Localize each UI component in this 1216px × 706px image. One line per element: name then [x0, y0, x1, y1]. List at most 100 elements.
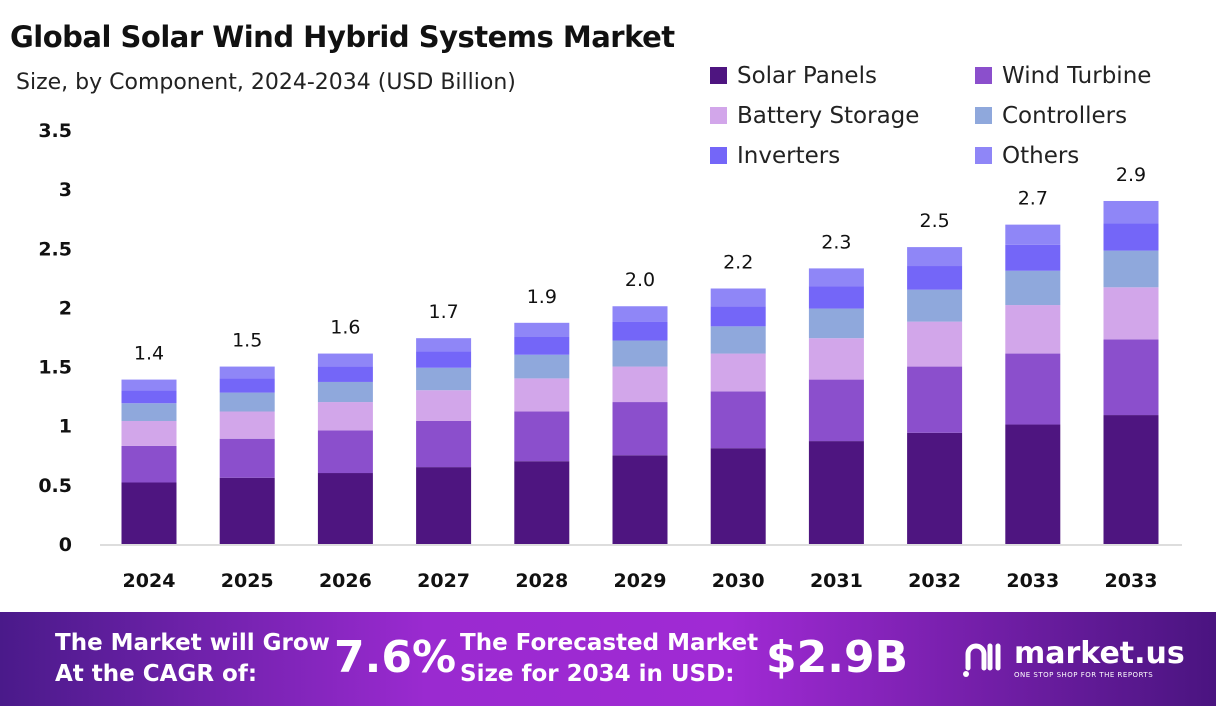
bar-segment — [710, 326, 766, 354]
x-tick-label: 2026 — [319, 570, 372, 592]
x-tick-label: 2033 — [1105, 570, 1158, 592]
bar-segment — [612, 321, 668, 341]
bar-segment — [710, 353, 766, 392]
forecast-label: The Forecasted Market Size for 2034 in U… — [460, 628, 758, 690]
bar-segment — [317, 381, 373, 403]
bar-segment — [1005, 353, 1061, 425]
bar-segment — [121, 403, 177, 421]
chart-area: 0 0.5 1 1.5 2 2.5 3 3.5 1.4 2024 1.5 2025 1.6 2026 1.7… — [38, 120, 1182, 592]
y-tick-label: 3.5 — [38, 120, 72, 142]
bar-segment — [1103, 415, 1159, 544]
brand-logo-icon — [963, 643, 1001, 677]
bar-segment — [612, 306, 668, 322]
bar-segment — [710, 288, 766, 307]
brand-logo: market.us ONE STOP SHOP FOR THE REPORTS — [962, 636, 1185, 679]
bar-segment — [416, 367, 472, 391]
bar-segment — [1005, 305, 1061, 354]
x-tick-label: 2031 — [810, 570, 863, 592]
bar-segment — [710, 306, 766, 327]
bar-segment — [1005, 270, 1061, 306]
legend: Solar Panels Wind Turbine Battery Storage C… — [710, 62, 1210, 169]
legend-label: Inverters — [737, 142, 841, 169]
legend-swatch — [975, 107, 992, 124]
legend-label: Controllers — [1002, 102, 1128, 129]
bar-segment — [514, 411, 570, 462]
legend-item: Controllers — [975, 102, 1210, 129]
y-tick-label: 0.5 — [38, 475, 72, 497]
bar-segment — [219, 411, 275, 439]
bar-segment — [219, 438, 275, 478]
brand-tagline: ONE STOP SHOP FOR THE REPORTS — [1014, 671, 1154, 679]
legend-item: Others — [975, 142, 1210, 169]
bar-segment — [416, 338, 472, 352]
bar-segment — [808, 379, 864, 442]
bar-segment — [612, 455, 668, 544]
chart-subtitle: Size, by Component, 2024-2034 (USD Billi… — [16, 70, 516, 95]
footer-banner: The Market will Grow At the CAGR of: 7.6… — [0, 612, 1216, 706]
y-tick-label: 2 — [59, 297, 72, 319]
bar-total-label: 1.6 — [330, 317, 360, 339]
bar-segment — [1103, 223, 1159, 251]
bar-segment — [317, 430, 373, 474]
bar-segment — [514, 337, 570, 355]
bar-segment — [907, 366, 963, 433]
bar-segment — [121, 379, 177, 391]
bar-segment — [219, 477, 275, 544]
bar-segment — [219, 366, 275, 379]
x-tick-label: 2032 — [908, 570, 961, 592]
bar-segment — [808, 286, 864, 309]
bar-segment — [710, 391, 766, 449]
bar-segment — [1005, 424, 1061, 544]
bar-total-label: 2.5 — [919, 210, 949, 232]
bar-segment — [1103, 339, 1159, 416]
legend-item: Solar Panels — [710, 62, 975, 89]
bar-segment — [612, 366, 668, 403]
bar-segment — [317, 353, 373, 367]
bar-segment — [317, 402, 373, 431]
bar-segment — [416, 351, 472, 368]
y-tick-label: 2.5 — [38, 238, 72, 260]
x-tick-label: 2029 — [614, 570, 667, 592]
legend-item: Battery Storage — [710, 102, 975, 129]
bar-total-label: 1.5 — [232, 330, 262, 352]
legend-label: Battery Storage — [737, 102, 920, 129]
bar-segment — [808, 268, 864, 287]
legend-swatch — [710, 107, 727, 124]
y-tick-label: 1.5 — [38, 357, 72, 379]
bar-segment — [121, 420, 177, 446]
forecast-value: $2.9B — [766, 632, 909, 683]
legend-label: Others — [1002, 142, 1080, 169]
legend-swatch — [710, 147, 727, 164]
bar-segment — [1103, 200, 1159, 224]
legend-item: Inverters — [710, 142, 975, 169]
bar-segment — [907, 432, 963, 544]
x-tick-label: 2033 — [1006, 570, 1059, 592]
forecast-label-line2: Size for 2034 in USD: — [460, 661, 735, 687]
y-tick-label: 3 — [59, 179, 72, 201]
bar-segment — [808, 338, 864, 380]
bar-segment — [612, 402, 668, 456]
bar-segment — [514, 322, 570, 337]
bar-segment — [121, 482, 177, 544]
bar-segment — [907, 321, 963, 367]
bar-segment — [1103, 250, 1159, 288]
brand-name: market.us — [1014, 636, 1185, 671]
legend-swatch — [975, 67, 992, 84]
bar-segment — [416, 390, 472, 421]
legend-label: Wind Turbine — [1002, 62, 1152, 89]
forecast-label-line1: The Forecasted Market — [460, 630, 759, 656]
cagr-label: The Market will Grow At the CAGR of: — [55, 628, 330, 690]
x-tick-label: 2025 — [221, 570, 274, 592]
bar-total-label: 2.2 — [723, 252, 753, 274]
cagr-value: 7.6% — [334, 632, 457, 683]
cagr-label-line2: At the CAGR of: — [55, 661, 258, 687]
x-tick-label: 2024 — [123, 570, 176, 592]
bar-segment — [907, 289, 963, 322]
bar-total-label: 2.3 — [821, 231, 851, 253]
bar-segment — [612, 340, 668, 367]
bar-total-label: 1.7 — [428, 301, 458, 323]
legend-swatch — [975, 147, 992, 164]
y-tick-label: 1 — [59, 416, 72, 438]
bar-segment — [121, 390, 177, 404]
bar-segment — [907, 266, 963, 290]
